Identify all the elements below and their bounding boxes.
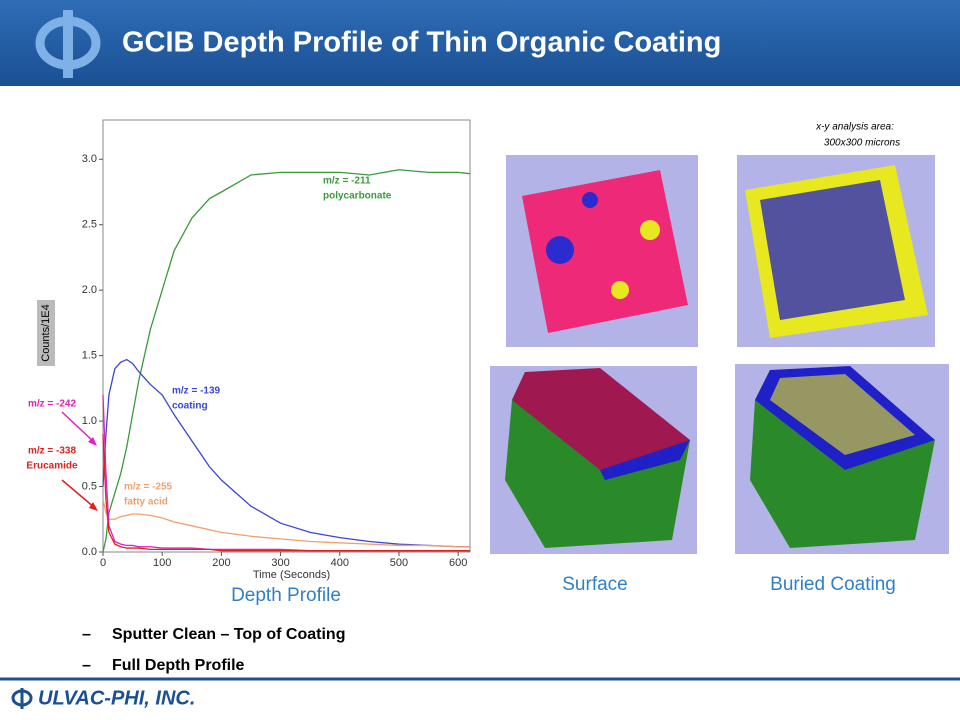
- series-label: m/z = -139: [172, 386, 221, 397]
- image-note: 300x300 microns: [824, 138, 900, 149]
- series-line: [102, 169, 471, 553]
- chart-caption: Depth Profile: [231, 585, 341, 606]
- y-tick-label: 1.5: [82, 350, 97, 362]
- x-tick-label: 400: [331, 557, 349, 569]
- series-label: m/z = -242: [28, 399, 77, 410]
- series-note: polycarbonate: [323, 191, 392, 202]
- bullet-dash: –: [82, 657, 91, 674]
- series-label: m/z = -255: [124, 482, 173, 493]
- series-note: Erucamide: [26, 461, 78, 472]
- y-axis-label: Counts/1E4: [40, 304, 52, 361]
- y-tick-label: 0.5: [82, 480, 97, 492]
- y-tick-label: 2.5: [82, 219, 97, 231]
- x-tick-label: 300: [271, 557, 289, 569]
- surface-top-image: [506, 155, 698, 347]
- x-tick-label: 200: [212, 557, 230, 569]
- x-tick-label: 0: [100, 557, 106, 569]
- bullet: Sputter Clean – Top of Coating: [112, 626, 345, 643]
- x-tick-label: 100: [153, 557, 171, 569]
- series-note: fatty acid: [124, 497, 168, 508]
- bullet: Full Depth Profile: [112, 657, 245, 674]
- footer-company: ULVAC-PHI, INC.: [38, 687, 195, 709]
- y-tick-label: 0.0: [82, 546, 97, 558]
- header-logo: [35, 10, 101, 78]
- plot-area: [102, 119, 471, 553]
- series-line: [102, 499, 470, 548]
- chart: 0.0 0.5 1.0 1.5 2.0 2.5 3.0 0 100 200 300 400 500 600…: [26, 153, 471, 581]
- bullet-dash: –: [82, 626, 91, 643]
- y-tick-label: 2.0: [82, 284, 97, 296]
- y-tick-label: 1.0: [82, 415, 97, 427]
- series-line: [102, 358, 470, 548]
- series-line: [102, 434, 470, 552]
- image-note: x-y analysis area:: [815, 122, 894, 133]
- x-axis-label: Time (Seconds): [253, 569, 330, 581]
- x-tick-label: 500: [390, 557, 408, 569]
- surface-cube-image: [490, 366, 697, 554]
- header-band: [0, 0, 960, 86]
- series-label: m/z = -211: [323, 176, 371, 187]
- series-label: m/z = -338: [28, 446, 77, 457]
- series-note: coating: [172, 401, 208, 412]
- image-caption: Buried Coating: [770, 574, 896, 595]
- buried-cube-image: [735, 364, 949, 554]
- y-tick-label: 3.0: [82, 153, 97, 165]
- footer-logo: [11, 688, 33, 709]
- y-axis-label-bg: [37, 300, 55, 366]
- annotation-arrows: [61, 411, 98, 511]
- x-tick-label: 600: [449, 557, 467, 569]
- slide-title: GCIB Depth Profile of Thin Organic Coati…: [122, 27, 721, 59]
- buried-top-image: [737, 155, 935, 347]
- image-caption: Surface: [562, 574, 627, 595]
